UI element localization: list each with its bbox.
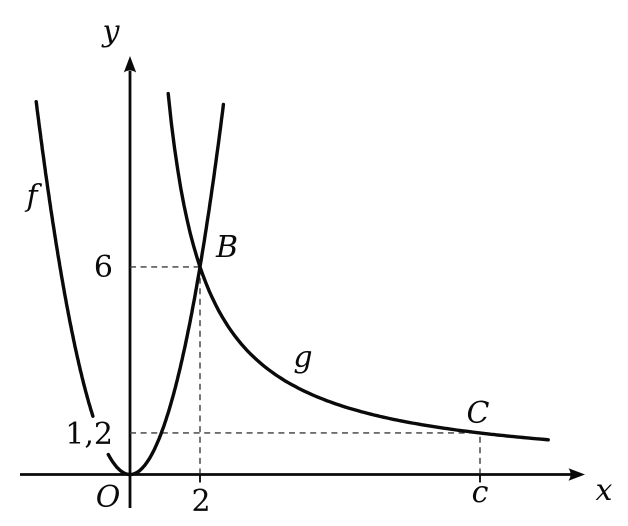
point-label-B: B [215,230,238,265]
y-tick-label-1-2: 1,2 [65,417,113,452]
origin-label: O [96,480,121,515]
y-axis-label: y [101,14,121,49]
curve-label-f: f [24,179,42,214]
curve-label-g: g [293,340,312,375]
x-tick-label-2: 2 [191,484,210,519]
x-tick-label-c: c [472,475,489,510]
x-axis-label: x [596,473,613,508]
curve-f-right-branch [106,102,226,477]
y-tick-label-6: 6 [94,250,113,285]
x-axis-arrowhead-icon [568,468,585,481]
y-axis-arrowhead-icon [123,56,137,73]
point-label-C: C [467,396,490,431]
curve-f-left-branch [34,100,95,418]
curve-g [166,91,550,442]
